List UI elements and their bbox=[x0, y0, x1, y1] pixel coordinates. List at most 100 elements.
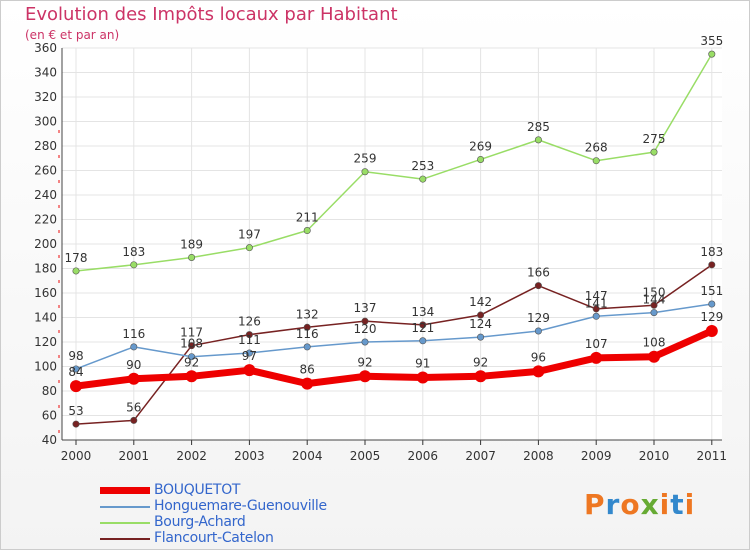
data-label: 134 bbox=[411, 305, 434, 319]
data-point bbox=[650, 309, 658, 317]
chart-title: Evolution des Impôts locaux par Habitant bbox=[25, 4, 398, 25]
data-point bbox=[245, 349, 253, 357]
data-label: 285 bbox=[527, 120, 550, 134]
data-point bbox=[477, 155, 485, 163]
data-point bbox=[592, 305, 600, 313]
data-point bbox=[72, 365, 80, 373]
data-point bbox=[303, 323, 311, 331]
data-label: 197 bbox=[238, 228, 261, 242]
data-label: 259 bbox=[354, 152, 377, 166]
data-label: 253 bbox=[411, 159, 434, 173]
data-point bbox=[188, 342, 196, 350]
data-label: 92 bbox=[184, 355, 199, 369]
data-point bbox=[534, 136, 542, 144]
legend-label-flancourt: Flancourt-Catelon bbox=[154, 530, 274, 546]
data-point bbox=[534, 327, 542, 335]
y-tick-label: 40 bbox=[42, 433, 57, 447]
data-point bbox=[245, 244, 253, 252]
data-label: 166 bbox=[527, 266, 550, 280]
data-label: 129 bbox=[527, 311, 550, 325]
x-tick-label: 2008 bbox=[523, 449, 554, 463]
proxiti-logo: Proxiti bbox=[584, 488, 695, 521]
data-label: 116 bbox=[296, 327, 319, 341]
data-label: 142 bbox=[469, 295, 492, 309]
legend-swatch-honguemare bbox=[100, 506, 150, 508]
y-tick-label: 100 bbox=[34, 360, 57, 374]
data-point bbox=[708, 300, 716, 308]
data-label: 96 bbox=[531, 350, 546, 364]
y-tick-label: 220 bbox=[34, 213, 57, 227]
data-point bbox=[361, 168, 369, 176]
data-label: 92 bbox=[357, 355, 372, 369]
data-label: 107 bbox=[585, 337, 608, 351]
data-label: 269 bbox=[469, 139, 492, 153]
data-label: 117 bbox=[180, 326, 203, 340]
y-tick-label: 260 bbox=[34, 164, 57, 178]
data-label: 211 bbox=[296, 211, 319, 225]
data-label: 189 bbox=[180, 237, 203, 251]
x-tick-label: 2009 bbox=[581, 449, 612, 463]
y-tick-label: 360 bbox=[34, 41, 57, 55]
data-label: 275 bbox=[643, 132, 666, 146]
data-point bbox=[650, 301, 658, 309]
data-point bbox=[705, 324, 718, 337]
data-point bbox=[188, 353, 196, 361]
x-tick-label: 2000 bbox=[61, 449, 92, 463]
data-label: 111 bbox=[238, 333, 261, 347]
data-point bbox=[188, 253, 196, 261]
data-label: 90 bbox=[126, 358, 141, 372]
y-tick-label: 340 bbox=[34, 66, 57, 80]
y-tick-label: 280 bbox=[34, 139, 57, 153]
series-line-bouquetot bbox=[72, 327, 716, 390]
data-label: 129 bbox=[700, 310, 723, 324]
data-point bbox=[648, 350, 660, 363]
logo-letter: r bbox=[605, 488, 621, 521]
y-tick-label: 240 bbox=[34, 188, 57, 202]
x-tick-label: 2003 bbox=[234, 449, 265, 463]
data-point bbox=[477, 333, 485, 341]
y-tick-label: 120 bbox=[34, 335, 57, 349]
data-label: 355 bbox=[700, 34, 723, 48]
data-label: 137 bbox=[354, 301, 377, 315]
logo-letter: x bbox=[640, 488, 660, 521]
data-point bbox=[72, 420, 80, 428]
series-line-honguemare-guenouville bbox=[75, 303, 713, 370]
data-label: 178 bbox=[65, 251, 88, 265]
y-tick-label: 60 bbox=[42, 409, 57, 423]
chart-subtitle: (en € et par an) bbox=[25, 28, 120, 42]
x-tick-label: 2006 bbox=[408, 449, 439, 463]
x-tick-label: 2011 bbox=[697, 449, 728, 463]
data-point bbox=[130, 261, 138, 269]
data-point bbox=[70, 380, 82, 393]
data-point bbox=[590, 351, 603, 364]
logo-letter: i bbox=[659, 488, 671, 521]
data-point bbox=[72, 267, 80, 275]
y-tick-label: 300 bbox=[34, 115, 57, 129]
data-point bbox=[592, 157, 600, 165]
data-label: 116 bbox=[122, 327, 145, 341]
x-tick-label: 2005 bbox=[350, 449, 381, 463]
data-point bbox=[303, 343, 311, 351]
data-point bbox=[127, 372, 140, 385]
data-point bbox=[532, 365, 545, 378]
data-point bbox=[185, 370, 198, 383]
legend-swatch-flancourt bbox=[100, 538, 150, 540]
x-tick-label: 2001 bbox=[119, 449, 150, 463]
logo-letter: t bbox=[670, 488, 685, 521]
y-tick-label: 140 bbox=[34, 311, 57, 325]
logo-letter: o bbox=[620, 488, 641, 521]
data-point bbox=[359, 370, 371, 383]
data-point bbox=[361, 317, 369, 325]
y-tick-label: 80 bbox=[42, 384, 57, 398]
data-point bbox=[130, 343, 138, 351]
data-point bbox=[419, 321, 427, 329]
y-tick-label: 320 bbox=[34, 90, 57, 104]
data-point bbox=[477, 311, 485, 319]
data-label: 126 bbox=[238, 315, 261, 329]
data-label: 124 bbox=[469, 317, 492, 331]
legend-label-bourg-achard: Bourg-Achard bbox=[154, 514, 246, 530]
data-point bbox=[592, 312, 600, 320]
data-point bbox=[474, 370, 487, 383]
data-point bbox=[419, 175, 427, 183]
